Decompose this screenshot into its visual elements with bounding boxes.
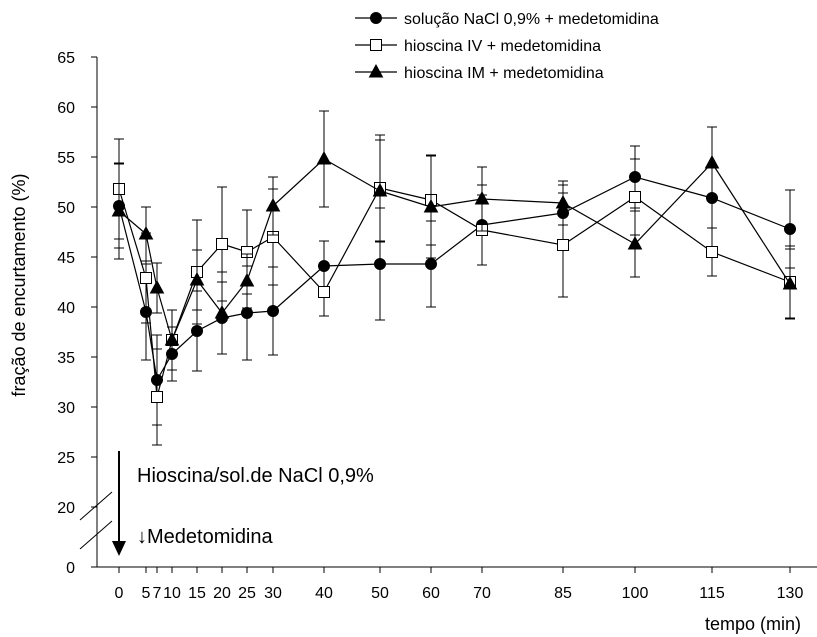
data-point-marker	[214, 304, 230, 319]
x-tick-label: 25	[238, 585, 256, 602]
x-tick-label: 100	[622, 585, 649, 602]
data-point-marker	[706, 246, 718, 258]
x-tick-label: 60	[422, 585, 440, 602]
legend-item: hioscina IV + medetomidina	[355, 38, 601, 55]
y-tick-label: 65	[57, 50, 75, 67]
series-line	[118, 176, 791, 382]
y-tick-label: 35	[57, 350, 75, 367]
data-point-marker	[151, 391, 163, 403]
data-point-marker	[423, 198, 439, 213]
series-layer	[111, 110, 798, 446]
data-point-marker	[239, 272, 255, 287]
x-tick-label: 30	[264, 585, 282, 602]
data-point-marker	[704, 154, 720, 169]
y-tick-label: 45	[57, 250, 75, 267]
x-tick-label: 10	[163, 585, 181, 602]
data-point-marker	[425, 258, 437, 270]
legend: solução NaCl 0,9% + medetomidina hioscina…	[355, 11, 659, 82]
data-point-marker	[140, 272, 152, 284]
data-point-marker	[370, 39, 382, 51]
data-point-marker	[318, 286, 330, 298]
series-0	[113, 145, 796, 426]
x-tick-label: 5	[142, 585, 151, 602]
x-tick-label: 7	[153, 585, 162, 602]
data-point-marker	[316, 150, 332, 165]
y-axis-label: fração de encurtamento (%)	[9, 173, 29, 396]
data-point-marker	[782, 275, 798, 290]
y-tick-label: 25	[57, 450, 75, 467]
data-point-marker	[265, 197, 281, 212]
legend-label: hioscina IV + medetomidina	[404, 38, 601, 55]
data-point-marker	[555, 194, 571, 209]
x-tick-label: 40	[315, 585, 333, 602]
data-point-marker	[370, 12, 382, 24]
data-point-marker	[368, 63, 384, 78]
series-2	[111, 110, 798, 371]
annotation-medetomidina: ↓Medetomidina	[137, 526, 274, 548]
series-line	[118, 158, 791, 342]
x-tick-label: 130	[777, 585, 804, 602]
y-axis-ticks: 0 20 25 30 35 40 45 50 55 60 65	[57, 50, 97, 577]
legend-item: solução NaCl 0,9% + medetomidina	[355, 11, 659, 28]
y-tick-label: 50	[57, 200, 75, 217]
data-point-marker	[784, 223, 796, 235]
x-tick-label: 15	[188, 585, 206, 602]
data-point-marker	[138, 225, 154, 240]
data-point-marker	[627, 235, 643, 250]
y-axis-break	[79, 491, 113, 550]
y-tick-label: 60	[57, 100, 75, 117]
data-point-marker	[629, 191, 641, 203]
y-tick-label: 40	[57, 300, 75, 317]
data-point-marker	[164, 331, 180, 346]
y-tick-label: 55	[57, 150, 75, 167]
legend-label: hioscina IM + medetomidina	[404, 65, 604, 82]
y-tick-label: 0	[66, 560, 75, 577]
x-tick-label: 20	[213, 585, 231, 602]
data-point-marker	[267, 305, 279, 317]
series-line	[118, 187, 791, 398]
x-tick-label: 0	[115, 585, 124, 602]
data-point-marker	[241, 307, 253, 319]
x-tick-label: 85	[554, 585, 572, 602]
x-axis-ticks: 0 5 7 10 15 20 25 30 40 50 60 70 85 100 115 130	[115, 567, 804, 602]
x-tick-label: 70	[473, 585, 491, 602]
data-point-marker	[149, 279, 165, 294]
axis-break-mark	[79, 491, 113, 521]
x-axis-label: tempo (min)	[705, 614, 801, 634]
y-tick-label: 20	[57, 500, 75, 517]
data-point-marker	[191, 325, 203, 337]
data-point-marker	[189, 271, 205, 286]
data-point-marker	[111, 202, 127, 217]
legend-label: solução NaCl 0,9% + medetomidina	[404, 11, 659, 28]
axis-break-mark	[79, 520, 113, 550]
data-point-marker	[474, 190, 490, 205]
legend-item: hioscina IM + medetomidina	[355, 63, 604, 82]
annotation-arrow	[112, 451, 126, 556]
y-tick-label: 30	[57, 400, 75, 417]
data-point-marker	[372, 182, 388, 197]
x-tick-label: 50	[371, 585, 389, 602]
data-point-marker	[374, 258, 386, 270]
x-tick-label: 115	[699, 585, 725, 602]
data-point-marker	[557, 239, 569, 251]
series-1	[113, 134, 796, 446]
annotation-hioscina: Hioscina/sol.de NaCl 0,9%	[137, 465, 374, 487]
data-point-marker	[216, 238, 228, 250]
axes	[96, 57, 817, 568]
